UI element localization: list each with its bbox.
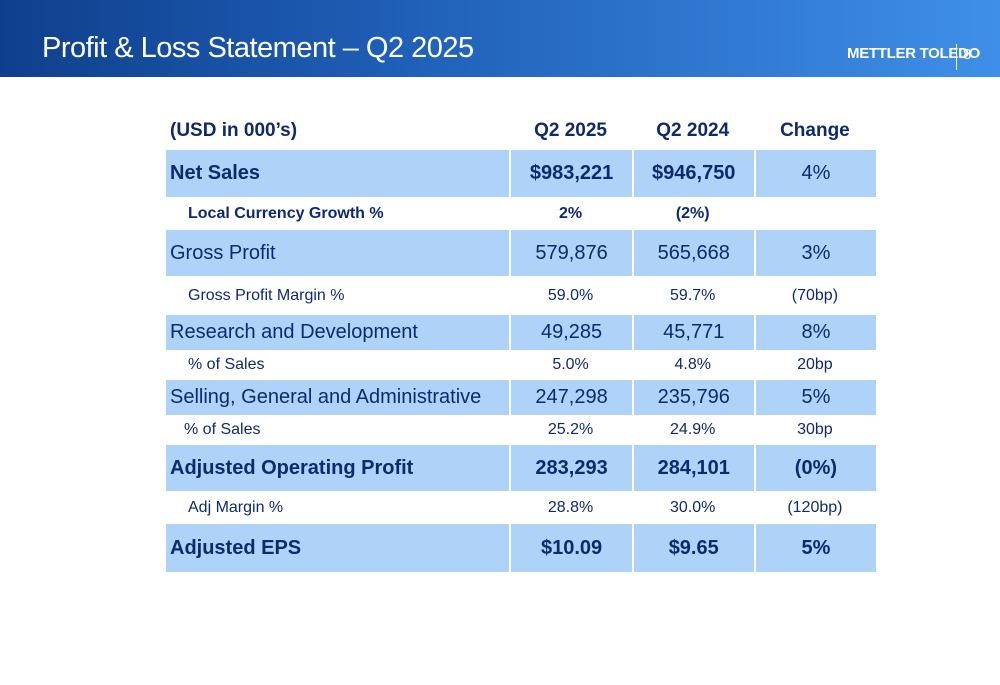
value-change: (120bp) [753,491,876,524]
column-header-q2-2025: Q2 2025 [534,120,607,141]
row-label: Gross Profit [166,230,510,276]
value-q2-2025: 5.0% [509,350,632,380]
pl-table: (USD in 000’s) Q2 2025 Q2 2024 Change Ne… [166,112,876,572]
column-header-q2-2024: Q2 2024 [656,120,730,141]
value-q2-2024: 59.7% [631,276,754,315]
value-change: 5% [753,524,876,572]
value-change: (0%) [753,445,876,491]
table-row: Selling, General and Administrative 247,… [166,380,876,415]
table-header-row: (USD in 000’s) Q2 2025 Q2 2024 Change [166,112,876,150]
row-label: Gross Profit Margin % [166,276,510,315]
value-q2-2025: 49,285 [509,315,632,350]
value-q2-2025: 2% [509,197,632,230]
row-label: Research and Development [166,315,510,350]
value-change: 8% [753,315,876,350]
value-q2-2024: 235,796 [631,380,754,415]
value-q2-2024: 4.8% [631,350,754,380]
table-row: % of Sales 5.0% 4.8% 20bp [166,350,876,380]
slide-title: Profit & Loss Statement – Q2 2025 [42,32,474,64]
table-row: % of Sales 25.2% 24.9% 30bp [166,415,876,445]
column-header-change: Change [780,120,850,141]
table-row: Adjusted EPS $10.09 $9.65 5% [166,524,876,572]
table-row: Local Currency Growth % 2% (2%) [166,197,876,230]
value-q2-2025: $983,221 [509,150,632,197]
table-row: Adj Margin % 28.8% 30.0% (120bp) [166,491,876,524]
value-change: 30bp [753,415,876,445]
value-change: 5% [753,380,876,415]
row-label: Adj Margin % [166,491,510,524]
row-label: Selling, General and Administrative [166,380,510,415]
value-q2-2025: 28.8% [509,491,632,524]
column-header-units: (USD in 000’s) [170,120,298,141]
value-change: (70bp) [753,276,876,315]
value-q2-2024: 45,771 [631,315,754,350]
value-q2-2025: 59.0% [509,276,632,315]
page-number: 8 [963,46,972,63]
table-row: Adjusted Operating Profit 283,293 284,10… [166,445,876,491]
row-label: % of Sales [166,415,510,445]
value-q2-2025: 247,298 [509,380,632,415]
value-q2-2025: 25.2% [509,415,632,445]
row-label: Local Currency Growth % [166,197,510,230]
value-q2-2024: 24.9% [631,415,754,445]
value-change: 20bp [753,350,876,380]
slide-header: Profit & Loss Statement – Q2 2025 METTLE… [0,0,1000,77]
value-change: 4% [753,150,876,197]
brand-logo: METTLER TOLEDO [847,45,981,62]
value-q2-2024: 565,668 [631,230,754,276]
value-q2-2025: $10.09 [509,524,632,572]
row-label: % of Sales [166,350,510,380]
value-q2-2024: 30.0% [631,491,754,524]
row-label: Net Sales [166,150,510,197]
table-row: Gross Profit Margin % 59.0% 59.7% (70bp) [166,276,876,315]
value-change: 3% [753,230,876,276]
row-label: Adjusted Operating Profit [166,445,510,491]
value-q2-2025: 579,876 [509,230,632,276]
table-row: Research and Development 49,285 45,771 8… [166,315,876,350]
value-q2-2024: (2%) [631,197,754,230]
value-q2-2024: $946,750 [631,150,754,197]
row-label: Adjusted EPS [166,524,510,572]
value-change [753,197,876,230]
value-q2-2024: $9.65 [631,524,754,572]
brand-divider [956,44,957,70]
table-row: Gross Profit 579,876 565,668 3% [166,230,876,276]
table-row: Net Sales $983,221 $946,750 4% [166,150,876,197]
value-q2-2025: 283,293 [509,445,632,491]
value-q2-2024: 284,101 [631,445,754,491]
